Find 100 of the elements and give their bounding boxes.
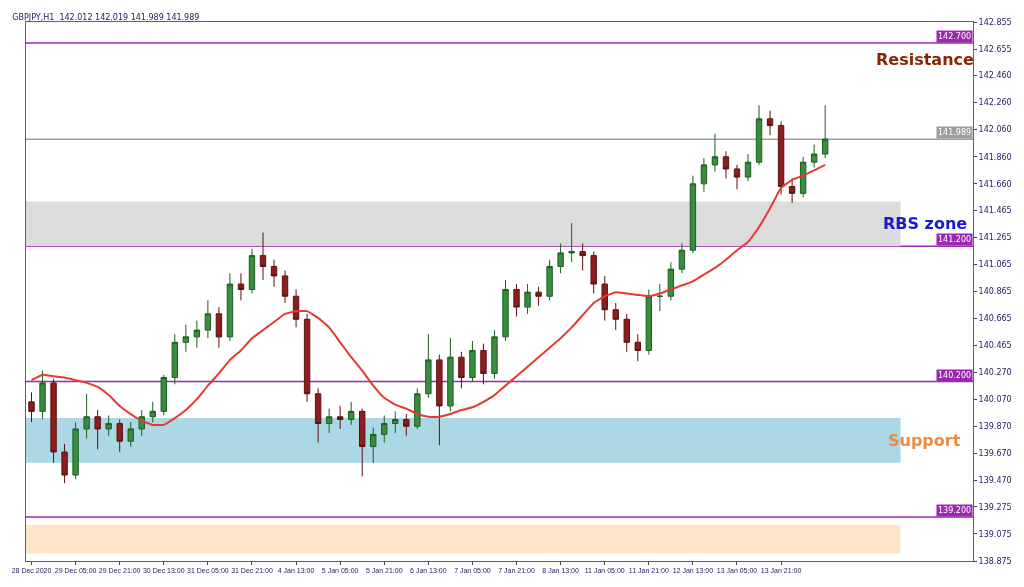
candlestick bbox=[370, 427, 377, 464]
candlestick bbox=[590, 251, 597, 295]
ref-line-label: 142.700 bbox=[938, 32, 972, 41]
candlestick bbox=[226, 272, 234, 342]
y-tick-label: 141.465 bbox=[978, 206, 1012, 216]
y-tick-label: 142.060 bbox=[978, 125, 1012, 135]
candlestick bbox=[116, 418, 123, 453]
candlestick bbox=[634, 333, 641, 362]
candlestick bbox=[292, 288, 300, 328]
candlestick bbox=[711, 133, 719, 173]
candlestick bbox=[447, 337, 454, 412]
candlestick bbox=[700, 157, 708, 193]
candlestick bbox=[458, 351, 465, 389]
candlestick bbox=[524, 283, 531, 315]
candlestick bbox=[535, 286, 542, 307]
y-tick-label: 139.470 bbox=[978, 476, 1012, 486]
candlestick bbox=[436, 353, 443, 446]
candlestick bbox=[28, 391, 35, 423]
line-series bbox=[30, 163, 827, 427]
candlestick bbox=[722, 150, 730, 179]
candlestick bbox=[204, 299, 212, 339]
candlestick bbox=[557, 242, 564, 274]
candlestick bbox=[766, 110, 774, 136]
y-tick-label: 140.465 bbox=[978, 341, 1012, 351]
candlestick bbox=[105, 414, 112, 437]
candlestick bbox=[414, 387, 421, 430]
band-label: RBS zone bbox=[883, 214, 968, 233]
candlestick bbox=[215, 306, 223, 349]
ref-line-label: 139.200 bbox=[938, 506, 972, 515]
candlestick bbox=[491, 329, 498, 380]
candlestick bbox=[149, 401, 156, 423]
candlestick bbox=[623, 313, 630, 353]
candlestick bbox=[546, 259, 553, 301]
candlestick bbox=[678, 242, 686, 274]
candlestick bbox=[689, 175, 697, 254]
y-tick-label: 141.860 bbox=[978, 152, 1012, 162]
candlestick bbox=[94, 409, 101, 450]
y-tick-label: 139.870 bbox=[978, 422, 1012, 432]
candlestick bbox=[39, 370, 46, 420]
ref-line-label: 140.200 bbox=[938, 371, 972, 380]
candlestick bbox=[502, 279, 509, 342]
candlestick bbox=[270, 259, 278, 288]
candlestick bbox=[83, 393, 90, 439]
candlestick bbox=[788, 177, 796, 204]
chart-title: GBPJPY,H1 142.012 142.019 141.989 141.989 bbox=[12, 13, 200, 23]
y-tick-label: 142.460 bbox=[978, 71, 1012, 81]
candlestick bbox=[160, 374, 167, 416]
candlestick bbox=[193, 320, 201, 349]
candlestick bbox=[601, 275, 608, 322]
candlestick bbox=[744, 153, 752, 182]
candlestick bbox=[810, 144, 818, 169]
candlestick bbox=[425, 333, 432, 399]
candlestick bbox=[513, 283, 520, 318]
y-tick-label: 140.070 bbox=[978, 394, 1012, 404]
y-tick-label: 139.275 bbox=[978, 502, 1012, 512]
y-tick-label: 142.655 bbox=[978, 44, 1012, 54]
candlestick bbox=[821, 104, 829, 159]
candlestick bbox=[171, 333, 179, 385]
candlestick bbox=[755, 104, 763, 166]
candlestick bbox=[72, 421, 79, 480]
candlestick bbox=[50, 378, 57, 464]
y-tick-label: 140.270 bbox=[978, 367, 1012, 377]
ref-line-label: 141.989 bbox=[938, 128, 972, 137]
candlestick bbox=[799, 156, 807, 198]
candlestick bbox=[645, 288, 653, 355]
candlestick bbox=[237, 272, 245, 301]
ref-line-label: 141.200 bbox=[938, 235, 972, 244]
y-tick-label: 138.875 bbox=[978, 556, 1012, 566]
candlestick bbox=[656, 283, 664, 312]
candlestick bbox=[733, 164, 741, 190]
candlestick bbox=[403, 413, 410, 437]
y-tick-label: 140.665 bbox=[978, 314, 1012, 324]
y-tick-label: 141.660 bbox=[978, 179, 1012, 189]
y-tick-label: 140.865 bbox=[978, 287, 1012, 297]
y-tick-label: 139.670 bbox=[978, 449, 1012, 459]
candlestick bbox=[336, 405, 344, 430]
candlestick bbox=[392, 410, 399, 434]
band-label: Support bbox=[888, 431, 961, 450]
candlestick bbox=[248, 248, 256, 295]
candlestick bbox=[579, 242, 586, 272]
candlestick bbox=[777, 121, 785, 196]
y-tick-label: 141.265 bbox=[978, 233, 1012, 243]
candlestick bbox=[259, 232, 267, 281]
candlestick bbox=[469, 340, 476, 383]
candlestick bbox=[359, 408, 366, 477]
candlestick bbox=[347, 401, 355, 426]
candlestick bbox=[612, 302, 619, 331]
candlestick bbox=[667, 261, 675, 301]
candlestick bbox=[127, 421, 134, 448]
candlestick bbox=[61, 443, 68, 484]
y-tick-label: 139.075 bbox=[978, 529, 1012, 539]
candlestick bbox=[314, 387, 322, 443]
y-tick-label: 141.065 bbox=[978, 260, 1012, 270]
candlestick bbox=[480, 343, 487, 385]
candlestick bbox=[381, 414, 388, 443]
candlestick bbox=[182, 324, 190, 353]
candlestick bbox=[325, 408, 333, 434]
candlestick bbox=[281, 270, 289, 304]
text: Resistance bbox=[876, 50, 975, 69]
y-tick-label: 142.855 bbox=[978, 17, 1012, 27]
